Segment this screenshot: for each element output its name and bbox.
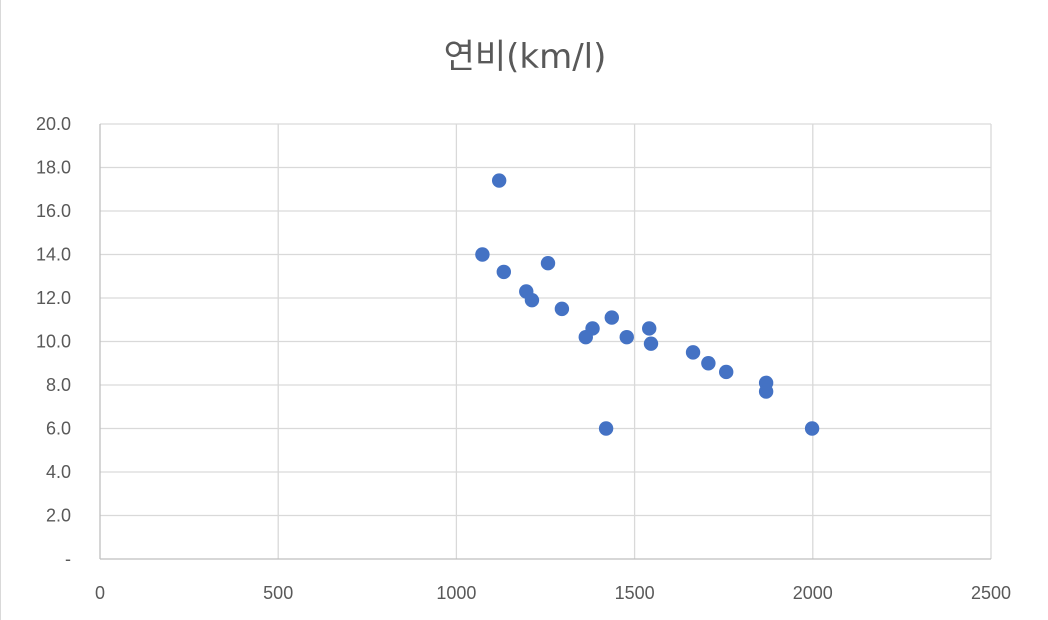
- y-tick-label: 6.0: [46, 419, 71, 439]
- data-point: [685, 345, 701, 360]
- y-tick-label: 16.0: [36, 201, 71, 221]
- data-point: [491, 173, 507, 188]
- y-tick-label: 20.0: [36, 114, 71, 134]
- data-point: [554, 301, 570, 317]
- chart-title: 연비(km/l): [444, 37, 607, 77]
- y-axis-tick-labels: - 2.0 4.0 6.0 8.0 10.0 12.0 14.0 16.0 18.0 20.0: [36, 114, 71, 569]
- y-tick-label: 4.0: [46, 462, 71, 482]
- y-tick-label: 10.0: [36, 332, 71, 352]
- y-tick-label: -: [65, 549, 71, 569]
- y-tick-label: 12.0: [36, 288, 71, 308]
- x-tick-label: 1500: [615, 583, 655, 603]
- x-axis-tick-labels: 0 500 1000 1500 2000 2500: [95, 583, 1011, 603]
- y-tick-label: 8.0: [46, 375, 71, 395]
- x-tick-label: 2500: [971, 583, 1011, 603]
- data-points: [475, 173, 820, 436]
- data-point: [758, 384, 774, 399]
- y-tick-label: 2.0: [46, 506, 71, 526]
- data-point: [642, 321, 657, 336]
- data-point: [619, 329, 634, 345]
- data-point: [540, 256, 556, 271]
- data-point: [604, 310, 619, 325]
- data-point: [598, 421, 614, 436]
- data-point: [718, 364, 734, 380]
- data-point: [804, 421, 820, 436]
- x-tick-label: 0: [95, 583, 105, 603]
- x-tick-label: 1000: [436, 583, 476, 603]
- x-tick-label: 500: [263, 583, 293, 603]
- data-point: [643, 336, 659, 351]
- data-point: [475, 247, 490, 262]
- y-tick-label: 14.0: [36, 245, 71, 265]
- x-tick-label: 2000: [793, 583, 833, 603]
- data-point: [524, 292, 540, 308]
- axes: [99, 124, 991, 560]
- data-point: [578, 329, 593, 345]
- data-point: [496, 264, 512, 280]
- y-tick-label: 18.0: [36, 158, 71, 178]
- gridlines: [100, 123, 992, 559]
- data-point: [701, 356, 716, 371]
